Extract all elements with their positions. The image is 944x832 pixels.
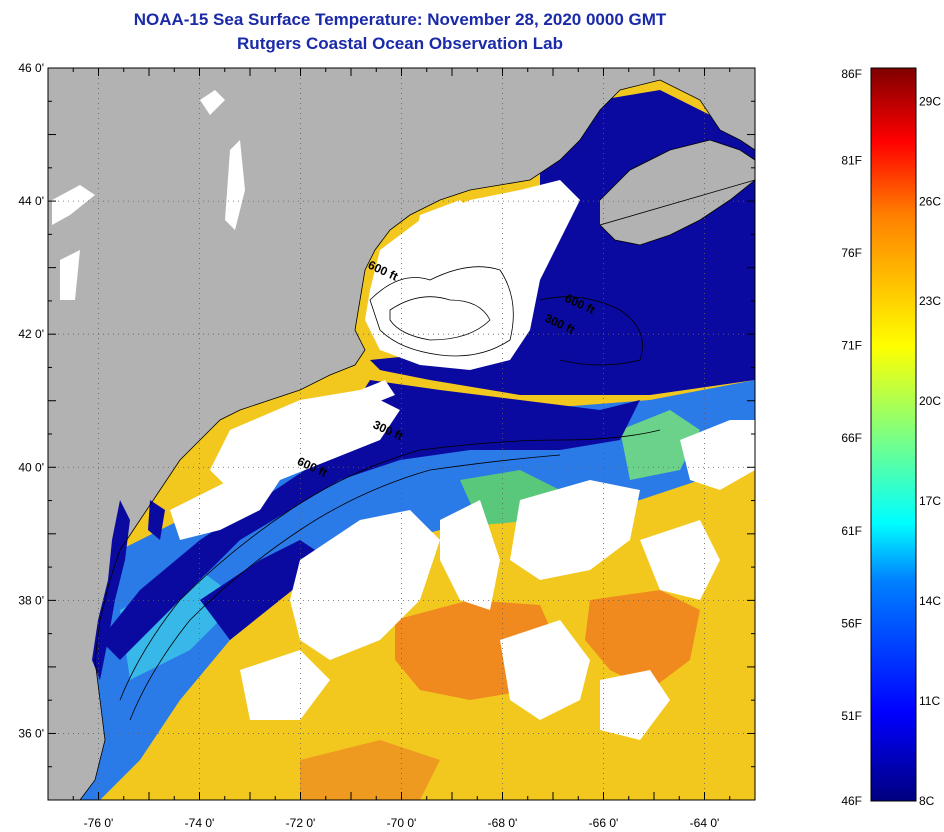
cloud-offshore xyxy=(510,480,640,580)
cloud-offshore xyxy=(600,670,670,740)
lon-tick-label: -72 0' xyxy=(286,816,316,830)
colorbar-celsius-labels: 29C 26C 23C 20C 17C 14C 11C 8C xyxy=(919,94,941,808)
cloud-offshore xyxy=(440,500,500,610)
lat-tick-label: 42 0' xyxy=(18,327,44,341)
colorbar-f-tick-label: 46F xyxy=(841,794,862,808)
chart-title: NOAA-15 Sea Surface Temperature: Novembe… xyxy=(133,10,667,29)
lon-tick-label: -64 0' xyxy=(690,816,720,830)
sst-cold-streak xyxy=(200,540,330,640)
cloud-offshore xyxy=(290,510,440,660)
lon-tick-label: -68 0' xyxy=(488,816,518,830)
coastline xyxy=(79,79,755,800)
latitude-axis: 46 0' 44 0' 42 0' 40 0' 38 0' 36 0' xyxy=(18,61,755,801)
colorbar-c-tick-label: 20C xyxy=(919,394,941,408)
bathymetry-contours xyxy=(119,266,661,721)
colorbar-c-tick-label: 11C xyxy=(919,694,940,708)
colorbar-c-tick-label: 23C xyxy=(919,294,941,308)
chart-subtitle: Rutgers Coastal Ocean Observation Lab xyxy=(237,34,563,53)
colorbar-f-tick-label: 56F xyxy=(841,616,862,630)
delaware-bay xyxy=(148,500,165,540)
cloud-shelf xyxy=(210,390,400,490)
colorbar-c-tick-label: 29C xyxy=(919,94,941,108)
lake xyxy=(60,250,80,300)
cloud-offshore xyxy=(680,420,755,490)
lake xyxy=(52,185,95,225)
colorbar-f-tick-label: 81F xyxy=(841,154,862,168)
coastal-cloud xyxy=(360,380,395,405)
lat-tick-label: 38 0' xyxy=(18,593,44,607)
sst-hot-patch xyxy=(585,590,700,690)
land-mainland xyxy=(48,68,755,800)
lat-tick-label: 36 0' xyxy=(18,726,44,740)
lake xyxy=(225,140,245,230)
colorbar xyxy=(870,67,917,802)
sst-cold-band xyxy=(100,380,640,660)
sst-green-patch xyxy=(620,410,700,480)
sst-hot-patch xyxy=(300,740,440,800)
lake xyxy=(200,90,225,115)
colorbar-f-tick-label: 61F xyxy=(841,524,862,538)
colorbar-f-tick-label: 76F xyxy=(841,246,862,260)
colorbar-fahrenheit-labels: 86F 81F 76F 71F 66F 61F 56F 51F 46F xyxy=(841,67,862,808)
lon-tick-label: -74 0' xyxy=(185,816,215,830)
lat-tick-label: 40 0' xyxy=(18,460,44,474)
colorbar-f-tick-label: 86F xyxy=(841,67,862,81)
lat-tick-label: 44 0' xyxy=(18,194,44,208)
cloud-offshore xyxy=(640,520,720,600)
coastal-cloud xyxy=(415,200,470,240)
land-nova-scotia xyxy=(600,140,755,245)
cloud-offshore xyxy=(240,650,330,720)
lon-tick-label: -66 0' xyxy=(589,816,619,830)
colorbar-c-tick-label: 17C xyxy=(919,494,941,508)
colorbar-f-tick-label: 66F xyxy=(841,431,862,445)
colorbar-f-tick-label: 51F xyxy=(841,709,862,723)
colorbar-c-tick-label: 26C xyxy=(919,194,941,208)
graticule xyxy=(48,68,755,800)
cloud-offshore xyxy=(500,620,590,720)
colorbar-c-tick-label: 8C xyxy=(919,794,935,808)
lon-tick-label: -70 0' xyxy=(387,816,417,830)
cloud-shelf xyxy=(170,480,280,540)
longitude-axis: -76 0' -74 0' -72 0' -70 0' -68 0' -66 0' -64 … xyxy=(47,68,756,830)
chesapeake-bay xyxy=(92,500,130,680)
colorbar-c-tick-label: 14C xyxy=(919,594,941,608)
colorbar-f-tick-label: 71F xyxy=(841,339,862,353)
lat-tick-label: 46 0' xyxy=(18,61,44,75)
lon-tick-label: -76 0' xyxy=(84,816,114,830)
